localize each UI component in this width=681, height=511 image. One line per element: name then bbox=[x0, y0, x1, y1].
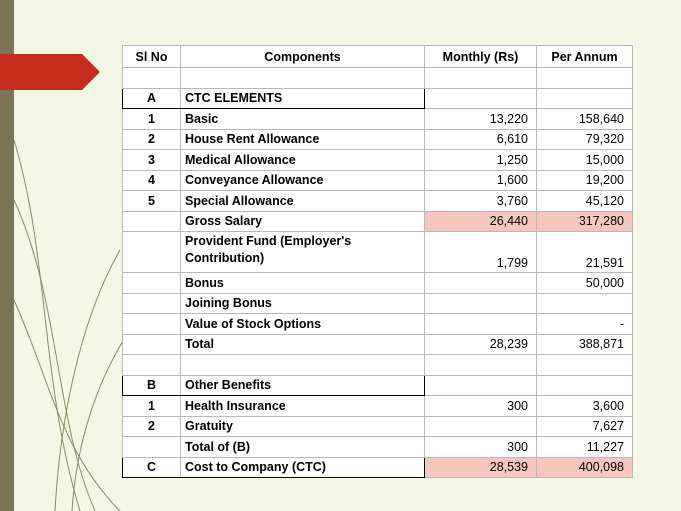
row-annual: 158,640 bbox=[536, 108, 633, 130]
header-components: Components bbox=[180, 45, 425, 68]
table-row: 1 Basic 13,220 158,640 bbox=[122, 108, 633, 130]
row-monthly: 1,250 bbox=[424, 149, 537, 171]
row-monthly: 13,220 bbox=[424, 108, 537, 130]
row-component: Medical Allowance bbox=[180, 149, 425, 171]
row-component: Basic bbox=[180, 108, 425, 130]
total-b-annual: 11,227 bbox=[536, 436, 633, 458]
bonus-annual: 50,000 bbox=[536, 272, 633, 294]
ctc-monthly: 28,539 bbox=[424, 456, 537, 478]
joining-bonus-row: Joining Bonus bbox=[122, 292, 633, 314]
table-row: 5 Special Allowance 3,760 45,120 bbox=[122, 190, 633, 212]
row-sl: 1 bbox=[122, 395, 181, 417]
gross-salary-label: Gross Salary bbox=[180, 210, 425, 232]
section-a-row: A CTC ELEMENTS bbox=[122, 87, 633, 109]
total-a-label: Total bbox=[180, 333, 425, 355]
total-a-annual: 388,871 bbox=[536, 333, 633, 355]
arrow-icon bbox=[0, 54, 100, 90]
gross-salary-monthly: 26,440 bbox=[424, 210, 537, 232]
row-annual: 7,627 bbox=[536, 415, 633, 437]
bonus-label: Bonus bbox=[180, 272, 425, 294]
row-monthly: 3,760 bbox=[424, 190, 537, 212]
bonus-monthly bbox=[424, 272, 537, 294]
provident-fund-label: Provident Fund (Employer's Contribution) bbox=[180, 231, 425, 273]
provident-fund-annual: 21,591 bbox=[536, 231, 633, 273]
stock-options-row: Value of Stock Options - bbox=[122, 313, 633, 335]
total-a-monthly: 28,239 bbox=[424, 333, 537, 355]
decorative-swirls bbox=[13, 139, 131, 511]
provident-fund-row: Provident Fund (Employer's Contribution)… bbox=[122, 231, 633, 273]
row-sl: 2 bbox=[122, 415, 181, 437]
joining-bonus-annual bbox=[536, 292, 633, 314]
row-sl: 1 bbox=[122, 108, 181, 130]
section-c-row: C Cost to Company (CTC) 28,539 400,098 bbox=[122, 456, 633, 478]
header-sl-no: Sl No bbox=[122, 45, 181, 68]
gross-salary-annual: 317,280 bbox=[536, 210, 633, 232]
row-annual: 79,320 bbox=[536, 128, 633, 150]
total-a-row: Total 28,239 388,871 bbox=[122, 333, 633, 355]
header-monthly: Monthly (Rs) bbox=[424, 45, 537, 68]
table-row: 2 House Rent Allowance 6,610 79,320 bbox=[122, 128, 633, 150]
row-monthly bbox=[424, 415, 537, 437]
total-b-monthly: 300 bbox=[424, 436, 537, 458]
bonus-row: Bonus 50,000 bbox=[122, 272, 633, 294]
section-c-sl: C bbox=[122, 456, 181, 478]
section-a-sl: A bbox=[122, 87, 181, 109]
row-component: Special Allowance bbox=[180, 190, 425, 212]
row-sl: 4 bbox=[122, 169, 181, 191]
section-b-title: Other Benefits bbox=[180, 374, 425, 396]
row-annual: 45,120 bbox=[536, 190, 633, 212]
table-row: 4 Conveyance Allowance 1,600 19,200 bbox=[122, 169, 633, 191]
spacer-row bbox=[122, 67, 633, 89]
row-component: Gratuity bbox=[180, 415, 425, 437]
header-per-annum: Per Annum bbox=[536, 45, 633, 68]
table-row: 2 Gratuity 7,627 bbox=[122, 415, 633, 437]
section-b-row: B Other Benefits bbox=[122, 374, 633, 396]
ctc-annual: 400,098 bbox=[536, 456, 633, 478]
section-b-sl: B bbox=[122, 374, 181, 396]
row-monthly: 1,600 bbox=[424, 169, 537, 191]
ctc-label: Cost to Company (CTC) bbox=[180, 456, 425, 478]
joining-bonus-monthly bbox=[424, 292, 537, 314]
row-component: House Rent Allowance bbox=[180, 128, 425, 150]
row-annual: 3,600 bbox=[536, 395, 633, 417]
row-component: Health Insurance bbox=[180, 395, 425, 417]
row-sl: 3 bbox=[122, 149, 181, 171]
row-annual: 15,000 bbox=[536, 149, 633, 171]
table-row: 3 Medical Allowance 1,250 15,000 bbox=[122, 149, 633, 171]
stock-options-annual: - bbox=[536, 313, 633, 335]
table-row: 1 Health Insurance 300 3,600 bbox=[122, 395, 633, 417]
total-b-label: Total of (B) bbox=[180, 436, 425, 458]
provident-fund-monthly: 1,799 bbox=[424, 231, 537, 273]
ctc-table: Sl No Components Monthly (Rs) Per Annum … bbox=[122, 45, 633, 478]
row-sl: 2 bbox=[122, 128, 181, 150]
stock-options-monthly bbox=[424, 313, 537, 335]
total-b-row: Total of (B) 300 11,227 bbox=[122, 436, 633, 458]
gross-salary-row: Gross Salary 26,440 317,280 bbox=[122, 210, 633, 232]
row-sl: 5 bbox=[122, 190, 181, 212]
row-component: Conveyance Allowance bbox=[180, 169, 425, 191]
row-monthly: 300 bbox=[424, 395, 537, 417]
section-a-title: CTC ELEMENTS bbox=[180, 87, 425, 109]
joining-bonus-label: Joining Bonus bbox=[180, 292, 425, 314]
stock-options-label: Value of Stock Options bbox=[180, 313, 425, 335]
spacer-row bbox=[122, 354, 633, 376]
row-monthly: 6,610 bbox=[424, 128, 537, 150]
row-annual: 19,200 bbox=[536, 169, 633, 191]
table-header-row: Sl No Components Monthly (Rs) Per Annum bbox=[122, 45, 633, 68]
left-accent-bar bbox=[0, 0, 14, 511]
